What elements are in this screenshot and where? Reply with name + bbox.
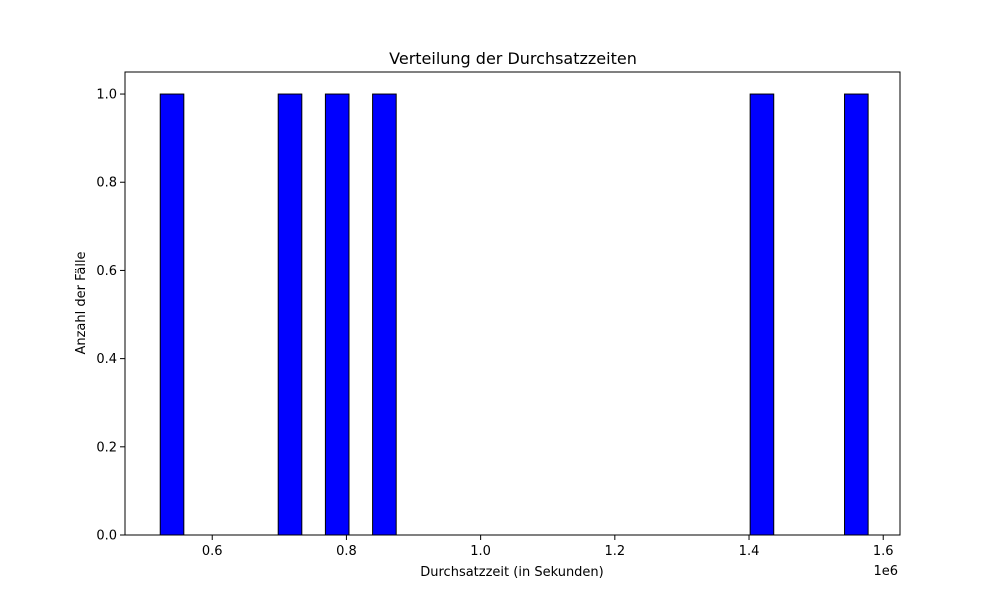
x-tick-label: 1.0: [470, 544, 491, 559]
x-tick-label: 1.2: [604, 544, 625, 559]
y-tick-label: 1.0: [96, 88, 117, 103]
y-tick-label: 0.4: [96, 352, 117, 367]
histogram-bar: [749, 93, 775, 536]
histogram-bar: [277, 93, 303, 536]
bars-group: [159, 93, 869, 536]
histogram-bar: [372, 93, 397, 536]
histogram-bar: [324, 93, 350, 536]
x-axis-offset-label: 1e6: [873, 564, 898, 579]
x-tick-label: 1.6: [873, 544, 894, 559]
chart-title: Verteilung der Durchsatzzeiten: [389, 49, 637, 68]
y-axis-label: Anzahl der Fälle: [74, 251, 89, 354]
plot-frame: [124, 71, 901, 536]
y-tick-label: 0.2: [96, 440, 117, 455]
x-tick-label: 1.4: [739, 544, 760, 559]
histogram-bar: [844, 93, 869, 536]
x-axis-label: Durchsatzzeit (in Sekunden): [420, 565, 604, 580]
x-axis-ticks: 0.6 0.8 1.0 1.2 1.4 1.6: [202, 535, 894, 559]
y-tick-label: 0.6: [96, 264, 117, 279]
x-tick-label: 0.8: [336, 544, 357, 559]
y-tick-label: 0.0: [96, 529, 117, 544]
y-axis-ticks: 0.0 0.2 0.4 0.6 0.8 1.0: [96, 88, 125, 544]
x-tick-label: 0.6: [202, 544, 223, 559]
y-tick-label: 0.8: [96, 176, 117, 191]
histogram-bar: [159, 93, 185, 536]
